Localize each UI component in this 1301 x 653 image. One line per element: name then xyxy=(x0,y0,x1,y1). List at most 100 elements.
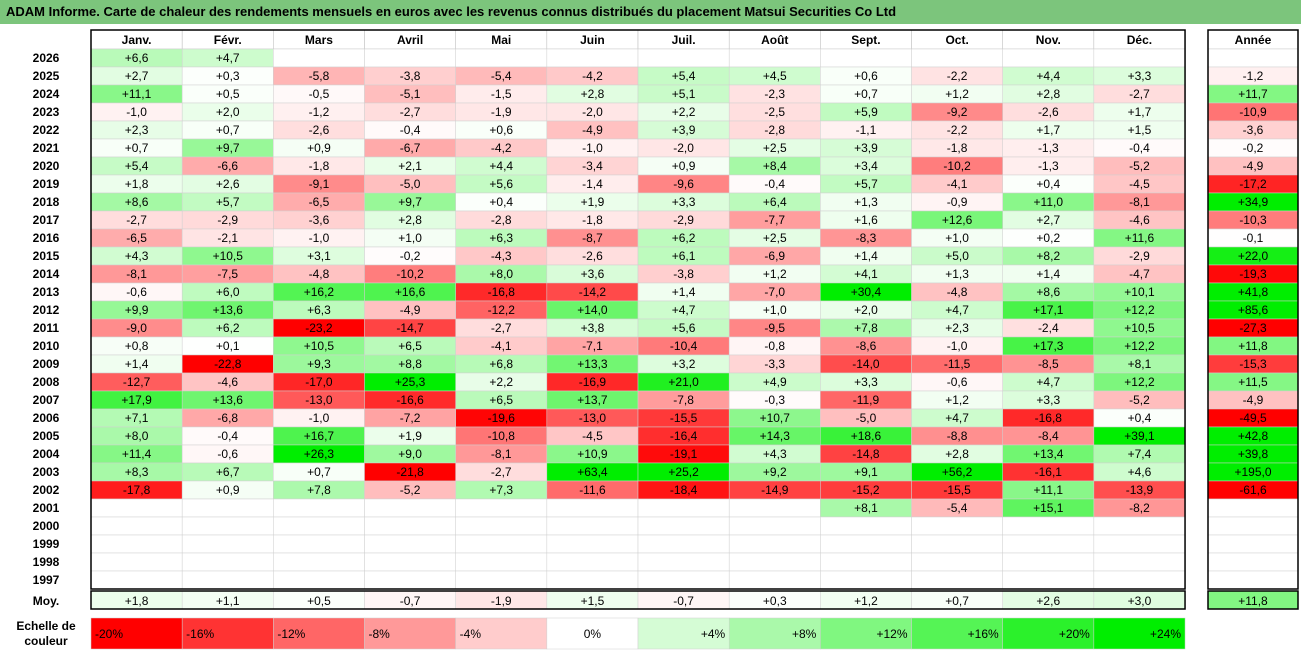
cell-value: +0,7 xyxy=(854,87,878,101)
cell-value: +1,4 xyxy=(854,249,878,263)
average-frame xyxy=(90,590,1186,610)
cell-value: +8,6 xyxy=(1036,285,1060,299)
cell-value: -10,4 xyxy=(670,339,698,353)
cell-value: +1,2 xyxy=(945,87,969,101)
heatmap-cell xyxy=(273,534,365,554)
heatmap-cell xyxy=(181,534,274,554)
cell-value: +2,5 xyxy=(763,141,787,155)
average-value: +1,1 xyxy=(216,594,240,608)
cell-value: -2,4 xyxy=(1038,321,1059,335)
cell-value: -4,2 xyxy=(491,141,512,155)
average-value: +1,5 xyxy=(581,594,605,608)
cell-value: +8,4 xyxy=(763,159,787,173)
cell-value: -5,1 xyxy=(400,87,421,101)
cell-value: +30,4 xyxy=(851,285,882,299)
scale-swatch-label: -4% xyxy=(460,627,482,641)
cell-value: -10,8 xyxy=(488,429,516,443)
cell-value: +7,1 xyxy=(125,411,149,425)
heatmap-cell xyxy=(364,516,456,536)
cell-value: +1,3 xyxy=(945,267,969,281)
heatmap-cell xyxy=(911,48,1003,68)
cell-value: +4,3 xyxy=(125,249,149,263)
cell-value: -0,6 xyxy=(217,447,238,461)
cell-value: -15,5 xyxy=(943,483,971,497)
cell-value: -6,9 xyxy=(764,249,785,263)
cell-value: -1,0 xyxy=(947,339,968,353)
cell-value: -9,5 xyxy=(764,321,785,335)
cell-value: -1,8 xyxy=(947,141,968,155)
month-header-label: Janv. xyxy=(122,33,152,47)
cell-value: +11,1 xyxy=(122,87,152,101)
heatmap-cell xyxy=(546,516,639,536)
cell-value: +6,7 xyxy=(216,465,240,479)
cell-value: -4,5 xyxy=(1129,177,1150,191)
scale-swatch-label: -8% xyxy=(369,627,391,641)
cell-value: -7,1 xyxy=(582,339,603,353)
annual-value: +41,8 xyxy=(1238,285,1269,299)
cell-value: -2,0 xyxy=(673,141,694,155)
cell-value: +2,1 xyxy=(398,159,422,173)
cell-value: +12,2 xyxy=(1124,375,1155,389)
cell-value: -22,8 xyxy=(214,357,242,371)
annual-value: +11,7 xyxy=(1238,87,1268,101)
average-value: +1,2 xyxy=(854,594,878,608)
cell-value: +6,3 xyxy=(307,303,331,317)
cell-value: +2,5 xyxy=(763,231,787,245)
cell-value: -5,8 xyxy=(309,69,330,83)
cell-value: +1,7 xyxy=(1128,105,1152,119)
cell-value: -10,2 xyxy=(396,267,424,281)
cell-value: +1,2 xyxy=(945,393,969,407)
cell-value: -7,5 xyxy=(217,267,238,281)
cell-value: -6,5 xyxy=(309,195,330,209)
cell-value: -8,8 xyxy=(947,429,968,443)
heatmap-cell xyxy=(728,48,821,68)
cell-value: -4,5 xyxy=(582,429,603,443)
cell-value: +4,4 xyxy=(1036,69,1060,83)
scale-swatch xyxy=(1093,617,1186,650)
cell-value: -2,7 xyxy=(400,105,421,119)
scale-swatch-label: +16% xyxy=(968,627,999,641)
cell-value: +3,9 xyxy=(854,141,878,155)
year-label: 2018 xyxy=(33,195,60,209)
cell-value: -16,8 xyxy=(488,285,516,299)
cell-value: +4,7 xyxy=(945,411,969,425)
cell-value: -8,3 xyxy=(856,231,877,245)
annual-value: -10,9 xyxy=(1239,105,1267,119)
cell-value: +4,7 xyxy=(945,303,969,317)
chart-title: ADAM Informe. Carte de chaleur des rende… xyxy=(0,0,1301,24)
annual-value: -3,6 xyxy=(1243,123,1264,137)
cell-value: +1,8 xyxy=(125,177,149,191)
month-header-label: Févr. xyxy=(214,33,242,47)
cell-value: -2,0 xyxy=(582,105,603,119)
annual-value: -61,6 xyxy=(1239,483,1267,497)
cell-value: +6,3 xyxy=(489,231,513,245)
year-label: 2014 xyxy=(33,267,60,281)
cell-value: -4,1 xyxy=(947,177,968,191)
cell-value: -2,2 xyxy=(947,123,968,137)
cell-value: +5,4 xyxy=(125,159,149,173)
cell-value: -8,7 xyxy=(582,231,603,245)
year-label: 2020 xyxy=(33,159,60,173)
cell-value: +13,6 xyxy=(213,393,244,407)
average-value: +0,5 xyxy=(307,594,331,608)
cell-value: +4,9 xyxy=(763,375,787,389)
annual-value: +195,0 xyxy=(1234,465,1271,479)
year-label: 2007 xyxy=(33,393,60,407)
cell-value: +4,3 xyxy=(763,447,787,461)
cell-value: +15,1 xyxy=(1033,501,1064,515)
cell-value: +1,7 xyxy=(1036,123,1060,137)
cell-value: -1,1 xyxy=(856,123,877,137)
heatmap-cell xyxy=(90,534,183,554)
cell-value: -1,9 xyxy=(491,105,512,119)
cell-value: +7,8 xyxy=(854,321,878,335)
cell-value: -8,5 xyxy=(1038,357,1059,371)
average-row-label: Moy. xyxy=(33,594,59,608)
scale-swatch-label: -16% xyxy=(186,627,214,641)
heatmap-cell xyxy=(728,498,821,518)
cell-value: -11,5 xyxy=(944,357,971,371)
cell-value: +5,9 xyxy=(854,105,878,119)
heatmap-cell xyxy=(90,570,183,590)
cell-value: +8,1 xyxy=(1128,357,1152,371)
heatmap-cell xyxy=(181,498,274,518)
months-frame xyxy=(90,29,1186,590)
